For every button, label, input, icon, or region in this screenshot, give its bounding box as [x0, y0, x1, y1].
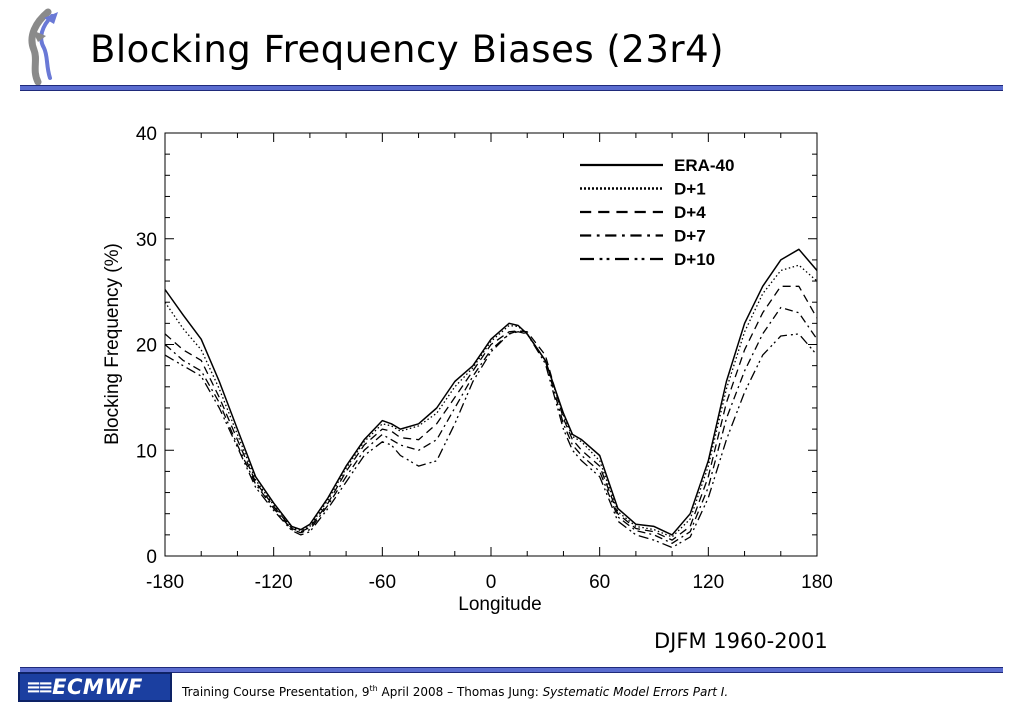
footer-divider: [20, 667, 1003, 673]
x-tick-label: -60: [369, 572, 396, 593]
ecmwf-logo-icon: ≡≡: [26, 676, 53, 698]
x-tick-label: 120: [692, 572, 724, 593]
slide-title: Blocking Frequency Biases (23r4): [90, 28, 725, 71]
x-tick-label: 180: [801, 572, 833, 593]
series-line-d-4: [164, 285, 818, 541]
x-tick-label: -180: [146, 572, 184, 593]
y-tick-label: 0: [146, 547, 157, 568]
y-tick-label: 20: [136, 336, 157, 357]
y-tick-label: 10: [136, 441, 157, 462]
y-axis-label: Blocking Frequency (%): [102, 243, 123, 445]
y-tick-label: 40: [136, 124, 157, 145]
x-tick-label: 60: [589, 572, 610, 593]
ecmwf-emblem-icon: [28, 8, 58, 86]
legend-label: D+10: [674, 250, 715, 269]
legend-label: D+7: [674, 227, 706, 246]
footer-middle: April 2008 – Thomas Jung:: [377, 685, 543, 699]
footer-text: Training Course Presentation, 9th April …: [182, 684, 728, 699]
legend-label: ERA-40: [674, 156, 734, 175]
series-line-d-7: [164, 306, 818, 544]
blocking-frequency-chart: -180 -120 -60 0 60 120 180 0 10 20 30 40 ERA-40 D+1 D…: [102, 124, 833, 615]
series-line-era-40: [164, 248, 818, 536]
footer-superscript: th: [369, 684, 378, 693]
ecmwf-logo-text: ECMWF: [52, 675, 143, 699]
y-tick-label: 30: [136, 230, 157, 251]
footer-italic: Systematic Model Errors Part I.: [542, 685, 729, 699]
ecmwf-logo: ≡≡ ECMWF: [18, 672, 172, 702]
footer-prefix: Training Course Presentation, 9: [182, 685, 370, 699]
series-line-d-10: [164, 331, 818, 549]
legend-label: D+4: [674, 203, 706, 222]
period-label: DJFM 1960-2001: [654, 629, 828, 653]
legend-label: D+1: [674, 180, 706, 199]
title-divider: [20, 85, 1003, 91]
x-tick-label: -120: [255, 572, 293, 593]
x-tick-label: 0: [486, 572, 497, 593]
x-axis-label: Longitude: [458, 594, 541, 615]
